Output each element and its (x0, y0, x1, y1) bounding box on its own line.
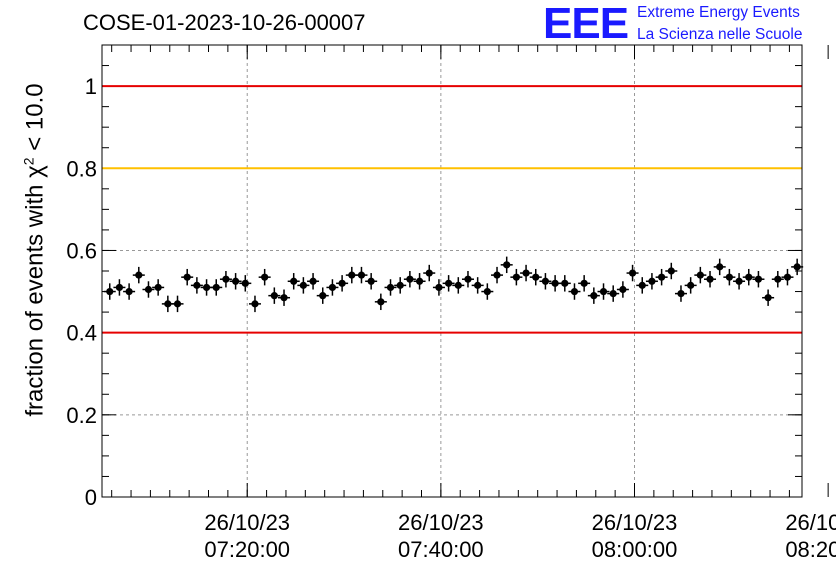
data-point (348, 271, 356, 279)
y-tick-label: 1 (85, 74, 97, 99)
data-point (377, 298, 385, 306)
x-tick-time-label: 07:40:00 (398, 537, 484, 562)
data-point (783, 273, 792, 281)
data-point (125, 287, 133, 296)
x-tick-time-label: 07:20:00 (204, 537, 290, 562)
data-point (241, 279, 249, 287)
y-axis-label-chi: χ (21, 165, 49, 178)
data-point (338, 279, 346, 287)
data-point (251, 300, 259, 308)
logo-line-2: La Scienza nelle Scuole (637, 26, 803, 43)
data-point (280, 294, 288, 302)
x-tick-time-label: 08:20:00 (785, 537, 836, 562)
data-point (628, 269, 637, 277)
data-point (290, 277, 298, 285)
data-point (696, 271, 704, 279)
data-point (793, 263, 801, 271)
data-point (648, 277, 656, 285)
data-point (580, 279, 588, 287)
data-point (144, 285, 153, 294)
data-point (512, 273, 520, 281)
data-point (725, 273, 733, 281)
x-tick-date-label: 26/10/23 (785, 510, 836, 535)
data-point (716, 263, 724, 271)
x-tick-date-label: 26/10/23 (204, 510, 290, 535)
y-axis-label-sup: 2 (20, 157, 37, 166)
data-point (154, 283, 162, 292)
data-point (435, 283, 443, 292)
data-point (454, 281, 462, 289)
data-point (599, 287, 608, 296)
data-point (541, 277, 550, 285)
data-point (706, 275, 714, 283)
data-point (319, 292, 327, 300)
data-point (483, 287, 491, 296)
data-point (638, 281, 646, 289)
x-tick-date-label: 26/10/23 (592, 510, 678, 535)
data-point (115, 283, 124, 292)
y-tick-label: 0 (85, 485, 97, 510)
data-point (735, 277, 743, 285)
data-point (367, 277, 375, 285)
data-point (764, 294, 772, 302)
data-point (357, 271, 366, 279)
data-point (270, 292, 278, 300)
y-axis-label-tail: < 10.0 (21, 83, 49, 158)
data-point (754, 275, 763, 283)
data-point (658, 273, 666, 281)
data-point (309, 277, 317, 285)
data-point (425, 269, 433, 277)
data-point (522, 269, 530, 277)
data-point (212, 283, 220, 292)
y-axis-label: fraction of events with χ2 < 10.0 (21, 83, 50, 416)
data-point (687, 281, 695, 289)
data-point (745, 273, 753, 281)
data-point (386, 283, 395, 292)
data-point (774, 275, 782, 283)
data-point (183, 273, 191, 281)
eee-logo-icon: EEE (543, 0, 629, 48)
data-point (222, 275, 230, 283)
data-point (261, 273, 269, 281)
data-point (415, 277, 424, 285)
data-point (464, 275, 472, 283)
data-point (551, 279, 559, 287)
data-point (202, 283, 211, 292)
data-point (532, 273, 540, 281)
y-tick-label: 0.4 (66, 321, 97, 346)
logo-line-1: Extreme Energy Events (637, 4, 800, 21)
data-point (328, 283, 337, 292)
data-point (570, 287, 579, 296)
data-point (619, 285, 627, 294)
data-point (396, 281, 404, 289)
data-point (677, 290, 685, 298)
y-tick-label: 0.2 (66, 403, 97, 428)
y-tick-label: 0.8 (66, 156, 97, 181)
data-point (590, 292, 598, 300)
data-point (406, 275, 414, 283)
plot-frame (101, 44, 803, 498)
data-point (493, 271, 501, 279)
y-axis-label-main: fraction of events with (21, 177, 49, 417)
data-point (193, 281, 201, 289)
data-point (173, 300, 182, 308)
y-tick-label: 0.6 (66, 238, 97, 263)
data-point (561, 279, 569, 287)
data-point (299, 281, 307, 289)
data-point (232, 277, 240, 285)
data-point (164, 300, 172, 308)
data-point (503, 261, 511, 269)
x-tick-time-label: 08:00:00 (592, 537, 678, 562)
data-point (445, 279, 453, 287)
chart-title: COSE-01-2023-10-26-00007 (83, 10, 366, 35)
data-point (667, 267, 675, 275)
data-point (474, 281, 482, 289)
data-point (609, 290, 617, 298)
x-tick-date-label: 26/10/23 (398, 510, 484, 535)
data-point (106, 287, 114, 296)
data-point (135, 271, 143, 279)
